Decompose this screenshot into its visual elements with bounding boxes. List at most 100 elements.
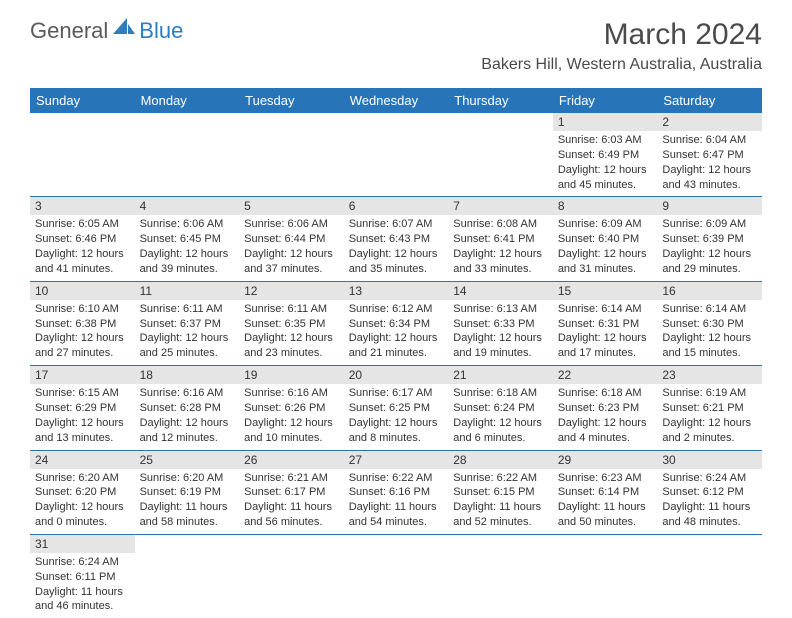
- calendar-empty-cell: [448, 534, 553, 618]
- calendar-day-cell: 23Sunrise: 6:19 AMSunset: 6:21 PMDayligh…: [657, 366, 762, 450]
- daylight-text: Daylight: 11 hours and 54 minutes.: [349, 500, 444, 530]
- calendar-day-cell: 15Sunrise: 6:14 AMSunset: 6:31 PMDayligh…: [553, 281, 658, 365]
- sunset-text: Sunset: 6:15 PM: [453, 485, 548, 500]
- sunrise-text: Sunrise: 6:10 AM: [35, 302, 130, 317]
- day-info: Sunrise: 6:11 AMSunset: 6:37 PMDaylight:…: [135, 300, 240, 365]
- day-number: 15: [553, 282, 658, 300]
- day-info: Sunrise: 6:11 AMSunset: 6:35 PMDaylight:…: [239, 300, 344, 365]
- day-info: Sunrise: 6:24 AMSunset: 6:12 PMDaylight:…: [657, 469, 762, 534]
- sunset-text: Sunset: 6:12 PM: [662, 485, 757, 500]
- calendar-day-cell: 20Sunrise: 6:17 AMSunset: 6:25 PMDayligh…: [344, 366, 449, 450]
- calendar-day-cell: 19Sunrise: 6:16 AMSunset: 6:26 PMDayligh…: [239, 366, 344, 450]
- sunrise-text: Sunrise: 6:22 AM: [453, 471, 548, 486]
- day-number: 5: [239, 197, 344, 215]
- daylight-text: Daylight: 12 hours and 41 minutes.: [35, 247, 130, 277]
- calendar-week-row: 1Sunrise: 6:03 AMSunset: 6:49 PMDaylight…: [30, 113, 762, 197]
- calendar-day-cell: 28Sunrise: 6:22 AMSunset: 6:15 PMDayligh…: [448, 450, 553, 534]
- calendar-day-cell: 31Sunrise: 6:24 AMSunset: 6:11 PMDayligh…: [30, 534, 135, 618]
- day-info: Sunrise: 6:13 AMSunset: 6:33 PMDaylight:…: [448, 300, 553, 365]
- day-number: 12: [239, 282, 344, 300]
- daylight-text: Daylight: 11 hours and 52 minutes.: [453, 500, 548, 530]
- calendar-day-cell: 6Sunrise: 6:07 AMSunset: 6:43 PMDaylight…: [344, 197, 449, 281]
- daylight-text: Daylight: 12 hours and 21 minutes.: [349, 331, 444, 361]
- daylight-text: Daylight: 12 hours and 10 minutes.: [244, 416, 339, 446]
- daylight-text: Daylight: 11 hours and 58 minutes.: [140, 500, 235, 530]
- day-number: 6: [344, 197, 449, 215]
- weekday-header: Tuesday: [239, 88, 344, 113]
- calendar-week-row: 3Sunrise: 6:05 AMSunset: 6:46 PMDaylight…: [30, 197, 762, 281]
- day-number: 26: [239, 451, 344, 469]
- daylight-text: Daylight: 12 hours and 17 minutes.: [558, 331, 653, 361]
- daylight-text: Daylight: 12 hours and 43 minutes.: [662, 163, 757, 193]
- calendar-day-cell: 10Sunrise: 6:10 AMSunset: 6:38 PMDayligh…: [30, 281, 135, 365]
- sunset-text: Sunset: 6:23 PM: [558, 401, 653, 416]
- sunrise-text: Sunrise: 6:08 AM: [453, 217, 548, 232]
- sunrise-text: Sunrise: 6:21 AM: [244, 471, 339, 486]
- daylight-text: Daylight: 12 hours and 31 minutes.: [558, 247, 653, 277]
- day-number: 1: [553, 113, 658, 131]
- weekday-header: Sunday: [30, 88, 135, 113]
- calendar-day-cell: 30Sunrise: 6:24 AMSunset: 6:12 PMDayligh…: [657, 450, 762, 534]
- day-number: 2: [657, 113, 762, 131]
- day-number: 25: [135, 451, 240, 469]
- daylight-text: Daylight: 12 hours and 33 minutes.: [453, 247, 548, 277]
- day-info: Sunrise: 6:21 AMSunset: 6:17 PMDaylight:…: [239, 469, 344, 534]
- day-info: Sunrise: 6:03 AMSunset: 6:49 PMDaylight:…: [553, 131, 658, 196]
- weekday-header: Monday: [135, 88, 240, 113]
- day-number: 18: [135, 366, 240, 384]
- location-subtitle: Bakers Hill, Western Australia, Australi…: [481, 56, 762, 74]
- calendar-empty-cell: [30, 113, 135, 197]
- sunrise-text: Sunrise: 6:14 AM: [558, 302, 653, 317]
- page-header: General Blue March 2024 Bakers Hill, Wes…: [0, 0, 792, 80]
- daylight-text: Daylight: 12 hours and 2 minutes.: [662, 416, 757, 446]
- calendar-week-row: 31Sunrise: 6:24 AMSunset: 6:11 PMDayligh…: [30, 534, 762, 618]
- daylight-text: Daylight: 12 hours and 37 minutes.: [244, 247, 339, 277]
- sunrise-text: Sunrise: 6:15 AM: [35, 386, 130, 401]
- daylight-text: Daylight: 12 hours and 39 minutes.: [140, 247, 235, 277]
- sunset-text: Sunset: 6:41 PM: [453, 232, 548, 247]
- sunrise-text: Sunrise: 6:07 AM: [349, 217, 444, 232]
- sunset-text: Sunset: 6:35 PM: [244, 317, 339, 332]
- daylight-text: Daylight: 12 hours and 23 minutes.: [244, 331, 339, 361]
- day-info: Sunrise: 6:10 AMSunset: 6:38 PMDaylight:…: [30, 300, 135, 365]
- day-number: 22: [553, 366, 658, 384]
- day-info: Sunrise: 6:06 AMSunset: 6:44 PMDaylight:…: [239, 215, 344, 280]
- calendar-empty-cell: [239, 113, 344, 197]
- daylight-text: Daylight: 12 hours and 45 minutes.: [558, 163, 653, 193]
- day-info: Sunrise: 6:16 AMSunset: 6:28 PMDaylight:…: [135, 384, 240, 449]
- sunrise-text: Sunrise: 6:06 AM: [244, 217, 339, 232]
- day-number: 3: [30, 197, 135, 215]
- sunrise-text: Sunrise: 6:05 AM: [35, 217, 130, 232]
- day-info: Sunrise: 6:18 AMSunset: 6:23 PMDaylight:…: [553, 384, 658, 449]
- logo-sail-icon: [113, 18, 137, 36]
- day-number: 4: [135, 197, 240, 215]
- day-info: Sunrise: 6:04 AMSunset: 6:47 PMDaylight:…: [657, 131, 762, 196]
- sunset-text: Sunset: 6:14 PM: [558, 485, 653, 500]
- calendar-empty-cell: [135, 534, 240, 618]
- calendar-empty-cell: [553, 534, 658, 618]
- sunset-text: Sunset: 6:26 PM: [244, 401, 339, 416]
- calendar-day-cell: 7Sunrise: 6:08 AMSunset: 6:41 PMDaylight…: [448, 197, 553, 281]
- day-number: 17: [30, 366, 135, 384]
- weekday-header: Thursday: [448, 88, 553, 113]
- sunrise-text: Sunrise: 6:19 AM: [662, 386, 757, 401]
- daylight-text: Daylight: 11 hours and 46 minutes.: [35, 585, 130, 615]
- day-info: Sunrise: 6:08 AMSunset: 6:41 PMDaylight:…: [448, 215, 553, 280]
- sunset-text: Sunset: 6:38 PM: [35, 317, 130, 332]
- day-number: 13: [344, 282, 449, 300]
- month-title: March 2024: [481, 18, 762, 52]
- sunset-text: Sunset: 6:24 PM: [453, 401, 548, 416]
- day-number: 8: [553, 197, 658, 215]
- daylight-text: Daylight: 12 hours and 27 minutes.: [35, 331, 130, 361]
- sunset-text: Sunset: 6:29 PM: [35, 401, 130, 416]
- daylight-text: Daylight: 12 hours and 4 minutes.: [558, 416, 653, 446]
- sunset-text: Sunset: 6:25 PM: [349, 401, 444, 416]
- daylight-text: Daylight: 12 hours and 35 minutes.: [349, 247, 444, 277]
- sunset-text: Sunset: 6:37 PM: [140, 317, 235, 332]
- daylight-text: Daylight: 12 hours and 13 minutes.: [35, 416, 130, 446]
- day-info: Sunrise: 6:19 AMSunset: 6:21 PMDaylight:…: [657, 384, 762, 449]
- sunset-text: Sunset: 6:43 PM: [349, 232, 444, 247]
- sunrise-text: Sunrise: 6:20 AM: [35, 471, 130, 486]
- day-info: Sunrise: 6:07 AMSunset: 6:43 PMDaylight:…: [344, 215, 449, 280]
- calendar-empty-cell: [239, 534, 344, 618]
